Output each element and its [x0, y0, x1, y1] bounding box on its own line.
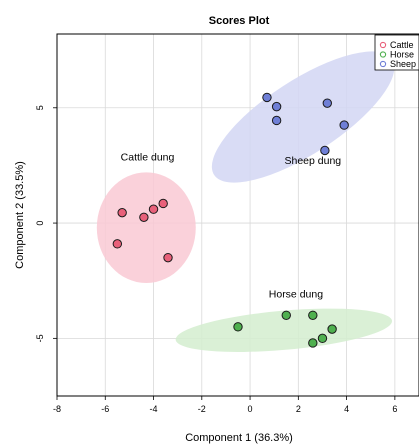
score-points: [112, 92, 349, 348]
legend-marker-sheep: [379, 60, 387, 68]
legend-label-cattle: Cattle: [390, 40, 414, 50]
x-tick-label: -6: [101, 404, 109, 414]
x-axis-ticks: -8 -6 -4 -2 0 2 4 6: [53, 396, 397, 414]
ellipse-cattle: [96, 172, 196, 284]
x-tick-label: -4: [150, 404, 158, 414]
point-horse: [327, 324, 337, 334]
annotation-sheep: Sheep dung: [284, 155, 341, 167]
x-axis-label: Component 1 (36.3%): [185, 432, 293, 444]
ellipse-horse: [175, 308, 393, 352]
confidence-ellipses: [96, 51, 395, 352]
y-tick-label: 5: [35, 105, 45, 110]
point-cattle: [163, 252, 173, 263]
point-horse: [281, 310, 291, 320]
point-cattle: [148, 204, 159, 214]
y-axis-label: Component 2 (33.5%): [14, 161, 26, 269]
legend-label-sheep: Sheep: [390, 59, 416, 69]
x-tick-label: -8: [53, 404, 61, 414]
point-horse: [308, 310, 318, 320]
point-sheep: [339, 120, 349, 130]
y-axis-ticks: -5 0 5: [35, 105, 57, 342]
point-sheep: [262, 92, 272, 103]
point-sheep: [322, 98, 332, 108]
x-tick-label: 2: [296, 404, 301, 414]
legend-marker-horse: [379, 51, 387, 58]
x-tick-label: 6: [392, 404, 397, 414]
chart-title: Scores Plot: [209, 15, 270, 27]
point-cattle: [158, 198, 168, 209]
legend-label-horse: Horse: [390, 50, 414, 60]
y-tick-label: 0: [35, 221, 45, 226]
x-tick-label: 0: [248, 404, 253, 414]
point-cattle: [139, 212, 149, 223]
annotation-horse: Horse dung: [269, 289, 323, 301]
point-horse: [233, 322, 243, 332]
point-horse: [317, 333, 328, 344]
point-sheep: [320, 145, 330, 156]
legend-marker-cattle: [379, 41, 387, 49]
ellipse-sheep: [211, 51, 395, 183]
x-tick-label: -2: [198, 404, 206, 414]
group-annotations: Cattle dung Horse dung Sheep dung: [121, 151, 342, 300]
point-sheep: [271, 115, 282, 126]
x-tick-label: 4: [344, 404, 349, 414]
annotation-cattle: Cattle dung: [121, 151, 175, 163]
point-cattle: [112, 239, 123, 249]
plot-frame: [56, 33, 419, 397]
y-tick-label: -5: [35, 334, 45, 342]
point-cattle: [117, 207, 127, 218]
point-horse: [308, 338, 318, 348]
point-sheep: [271, 101, 282, 112]
